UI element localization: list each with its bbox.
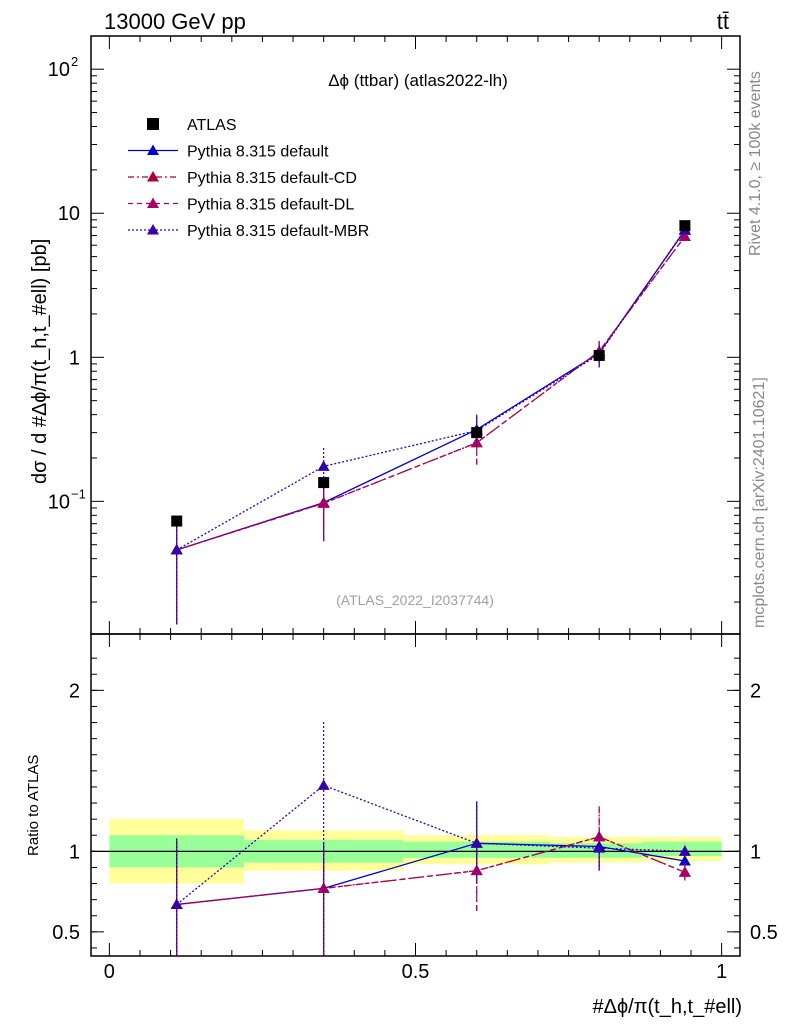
x-tick-label: 0.5: [402, 961, 430, 983]
ratio-point: [317, 779, 330, 790]
y-tick-label-exponent: 2: [71, 54, 78, 69]
mcplots-label: mcplots.cern.ch [arXiv:2401.10621]: [751, 377, 768, 628]
energy-label: 13000 GeV pp: [104, 9, 246, 34]
atlas-data-point: [679, 220, 691, 232]
legend-entry-label: Pythia 8.315 default-CD: [187, 170, 357, 187]
chart-title: Δϕ (ttbar) (atlas2022-lh): [328, 71, 508, 90]
legend-marker: [147, 171, 159, 182]
x-tick-label: 1: [716, 961, 727, 983]
legend-entry-label: Pythia 8.315 default: [187, 144, 329, 161]
series-layer: [170, 223, 691, 625]
analysis-watermark: (ATLAS_2022_I2037744): [336, 592, 494, 608]
ratio-point: [170, 898, 183, 909]
ratio-point: [678, 866, 691, 877]
y-tick-label-main: 10: [48, 59, 70, 81]
data-points-layer: [171, 220, 691, 527]
series-line-0: [176, 230, 686, 551]
ratio-point: [593, 842, 606, 853]
ratio-point: [678, 845, 691, 856]
y-tick-label-main: 1: [69, 347, 80, 369]
legend-entry-label: Pythia 8.315 default-MBR: [187, 223, 369, 240]
series-line-1: [176, 236, 686, 551]
atlas-data-point: [593, 349, 605, 361]
ratio-point: [678, 855, 691, 866]
legend-marker: [147, 197, 159, 208]
rivet-label: Rivet 4.1.0, ≥ 100k events: [747, 71, 764, 256]
legend-entry-label: Pythia 8.315 default-DL: [187, 197, 354, 214]
y-tick-label-ratio: 2: [69, 680, 80, 702]
series-point: [317, 497, 330, 508]
y-tick-label-ratio-right: 2: [750, 680, 761, 702]
series-point: [678, 230, 691, 241]
legend-entry-label: ATLAS: [187, 117, 237, 134]
band-inner-4: [642, 841, 722, 857]
y-tick-label-exponent: −1: [71, 486, 86, 501]
legend: ATLAS Pythia 8.315 default Pythia 8.315 de…: [128, 117, 369, 240]
x-tick-label: 0: [104, 961, 115, 983]
ratio-line-1: [176, 836, 686, 906]
series-line-2: [176, 236, 686, 551]
atlas-data-point: [318, 477, 330, 489]
legend-marker: [147, 224, 159, 235]
x-axis-label: #Δϕ/π(t_h,t_#ell): [592, 996, 742, 1018]
y-axis-label-main: dσ / d #Δϕ/π(t_h,t_#ell) [pb]: [29, 239, 51, 484]
y-tick-label-ratio-right: 1: [750, 841, 761, 863]
ratio-series-layer: [170, 720, 691, 956]
y-tick-label-ratio: 1: [69, 841, 80, 863]
series-line-3: [176, 229, 686, 551]
atlas-data-point: [171, 515, 183, 527]
y-axis-label-ratio: Ratio to ATLAS: [25, 755, 42, 856]
y-tick-label-ratio: 0.5: [52, 922, 80, 944]
series-point: [317, 460, 330, 471]
process-label: tt̄: [717, 9, 729, 34]
series-point: [170, 543, 183, 555]
y-tick-label-ratio-right: 0.5: [750, 922, 778, 944]
y-tick-label-main: 10: [48, 491, 70, 513]
legend-marker-atlas: [147, 118, 159, 130]
ratio-point: [593, 830, 606, 842]
atlas-data-point: [471, 427, 483, 439]
ratio-panel-frame: [90, 633, 741, 957]
y-tick-label-main: 10: [58, 203, 80, 225]
ratio-point: [470, 837, 483, 848]
legend-marker: [147, 144, 159, 155]
